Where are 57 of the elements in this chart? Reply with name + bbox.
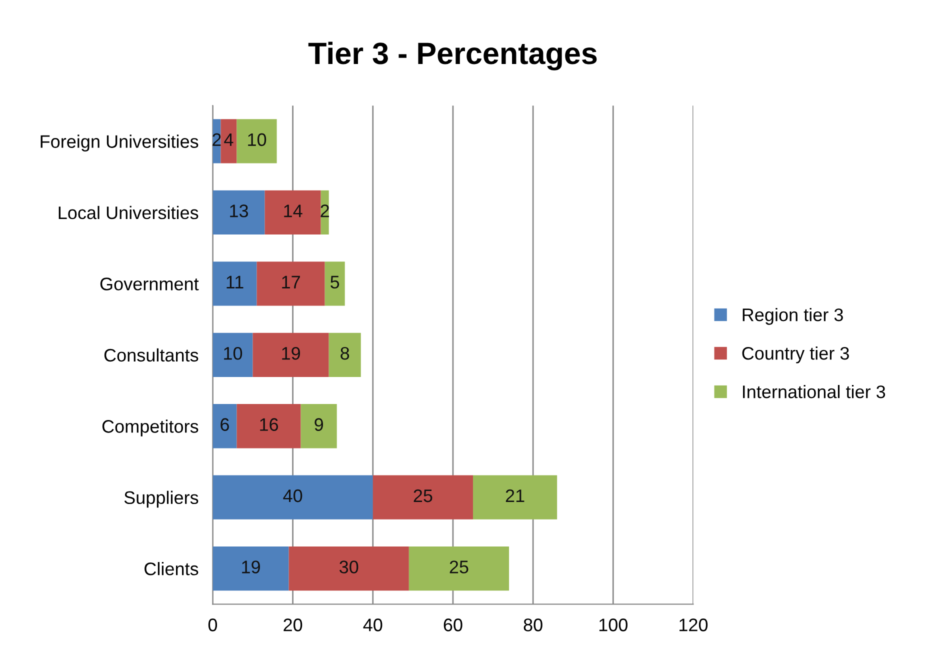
data-label: 25 <box>450 560 468 574</box>
data-label: 6 <box>220 418 229 431</box>
bar <box>472 475 558 520</box>
data-label: 10 <box>224 346 242 360</box>
bar <box>212 332 253 377</box>
data-label: 40 <box>283 489 302 502</box>
bar <box>212 475 373 520</box>
data-label: 14 <box>284 204 302 218</box>
data-label: 19 <box>242 560 260 574</box>
y-tick-label: Competitors <box>102 420 198 436</box>
bar <box>212 404 237 448</box>
bar <box>288 546 409 591</box>
bar <box>408 546 510 591</box>
data-label: 19 <box>282 346 300 360</box>
x-tick-label: 0 <box>208 618 218 632</box>
y-tick-label: Government <box>100 278 199 290</box>
bar <box>256 262 325 306</box>
bar <box>300 404 337 448</box>
bar <box>372 475 473 520</box>
bar <box>212 262 257 306</box>
x-tick-label: 60 <box>444 618 462 632</box>
bar <box>252 332 329 377</box>
legend-label: Region tier 3 <box>742 308 843 325</box>
data-label: 2 <box>320 204 329 218</box>
x-tick-label: 40 <box>363 618 382 632</box>
bar <box>212 190 265 235</box>
legend-label: International tier 3 <box>743 384 886 398</box>
y-tick-label: Local Universities <box>58 206 198 220</box>
x-tick-label: 120 <box>680 618 708 632</box>
x-tick-label: 20 <box>284 618 302 632</box>
data-label: 5 <box>330 276 340 289</box>
bar <box>236 119 277 164</box>
bar <box>264 190 321 235</box>
data-label: 17 <box>282 276 300 288</box>
data-label: 21 <box>506 489 524 502</box>
y-tick-label: Suppliers <box>124 490 198 508</box>
y-tick-label: Consultants <box>104 348 198 362</box>
bar <box>212 546 289 591</box>
data-label: 8 <box>340 346 350 360</box>
data-label: 9 <box>314 418 323 431</box>
data-label: 4 <box>224 133 234 146</box>
bar <box>328 332 361 377</box>
data-label: 25 <box>414 489 432 502</box>
bar <box>324 262 345 306</box>
data-label: 11 <box>226 276 244 288</box>
bar <box>220 119 237 164</box>
y-tick-label: Foreign Universities <box>40 134 198 152</box>
data-label: 13 <box>230 204 248 218</box>
data-label: 10 <box>248 133 266 146</box>
data-label: 30 <box>340 560 358 574</box>
chart-title: Tier 3 - Percentages <box>308 42 597 70</box>
bar <box>236 404 301 448</box>
x-tick-label: 80 <box>524 618 542 632</box>
data-label: 16 <box>260 418 278 431</box>
y-tick-label: Clients <box>144 562 198 576</box>
x-tick-label: 100 <box>599 618 628 632</box>
legend-label: Country tier 3 <box>742 346 849 364</box>
